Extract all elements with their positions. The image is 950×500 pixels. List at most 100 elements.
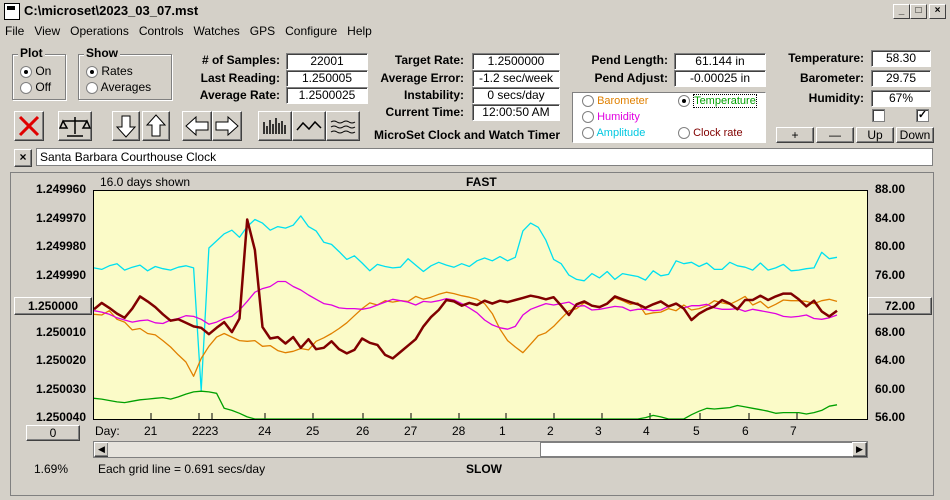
y-tick-label: 1.249990 <box>35 267 86 282</box>
scroll-right-arrow-icon[interactable]: ▶ <box>852 442 867 457</box>
zoom-out-button[interactable]: — <box>816 127 854 143</box>
current-time-label: Current Time: <box>385 105 464 119</box>
humidity-field[interactable]: 67% <box>871 90 931 107</box>
menu-controls[interactable]: Controls <box>138 24 184 38</box>
show-group <box>78 54 172 100</box>
aux-clock-rate-label: Clock rate <box>693 127 743 139</box>
aux-tick-label: 68.00 <box>875 324 906 339</box>
show-rates-option[interactable]: Rates <box>86 64 133 78</box>
plot-on-option[interactable]: On <box>20 64 51 78</box>
x-tick-label: 21 <box>144 424 158 438</box>
last-reading-field: 1.250005 <box>286 70 368 87</box>
bars-view-button[interactable] <box>258 111 292 141</box>
y-tick-label: 1.250030 <box>35 381 86 396</box>
aux-center-button[interactable]: 72.00 <box>868 297 932 315</box>
show-rates-label: Rates <box>101 64 133 78</box>
move-down-button[interactable] <box>112 111 140 141</box>
x-tick-label: 3 <box>595 424 602 438</box>
plot-off-radio[interactable] <box>20 81 32 94</box>
x-tick-label: 5 <box>693 424 700 438</box>
y-tick-label: 1.249960 <box>35 182 86 196</box>
aux-humidity-radio[interactable] <box>582 111 594 124</box>
series-line-0 <box>94 215 838 392</box>
move-right-button[interactable] <box>212 111 242 141</box>
move-up-button[interactable] <box>142 111 170 141</box>
menu-operations[interactable]: Operations <box>70 24 129 38</box>
series-line-3 <box>94 218 838 360</box>
aux-barometer-radio[interactable] <box>582 95 594 108</box>
aux-humidity-option[interactable]: Humidity <box>582 111 640 124</box>
aux-temperature-label: Temperature <box>693 94 757 108</box>
samples-label: # of Samples: <box>201 53 280 67</box>
menu-configure[interactable]: Configure <box>285 24 338 38</box>
app-icon[interactable] <box>4 3 20 20</box>
x-tick-label: 6 <box>742 424 749 438</box>
aux-barometer-option[interactable]: Barometer <box>582 95 648 108</box>
menu-watches[interactable]: Watches <box>193 24 240 38</box>
humidity-label: Humidity: <box>808 91 864 105</box>
menu-gps[interactable]: GPS <box>249 24 276 38</box>
checkbox-1[interactable] <box>872 109 885 122</box>
lines-view-button[interactable] <box>326 111 360 141</box>
move-left-button[interactable] <box>182 111 212 141</box>
title-bar: C:\microset\2023_03_07.mst _ □ × <box>0 0 950 22</box>
arrow-up-icon <box>145 114 167 137</box>
plot-group-title: Plot <box>18 46 45 60</box>
aux-temperature-option[interactable]: Temperature <box>678 94 757 108</box>
aux-amplitude-option[interactable]: Amplitude <box>582 127 646 140</box>
scroll-thumb[interactable] <box>540 442 853 457</box>
x-tick-label: 4 <box>643 424 650 438</box>
checkbox-2[interactable]: ✓ <box>916 109 929 122</box>
center-value-button[interactable]: 1.250000 <box>14 297 92 315</box>
clock-name-field[interactable]: Santa Barbara Courthouse Clock <box>36 148 933 166</box>
barometer-field[interactable]: 29.75 <box>871 70 931 87</box>
balance-button[interactable] <box>58 111 92 141</box>
maximize-button[interactable]: □ <box>910 4 927 19</box>
zoom-in-button[interactable]: + <box>776 127 814 143</box>
menu-bar: File View Operations Controls Watches GPS Conf… <box>0 22 950 42</box>
clear-icon <box>18 115 40 137</box>
window-title: C:\microset\2023_03_07.mst <box>24 3 199 18</box>
close-clock-button[interactable]: × <box>14 149 32 167</box>
wave-view-button[interactable] <box>292 111 326 141</box>
arrow-right-icon <box>215 115 239 137</box>
scroll-track[interactable] <box>108 442 540 457</box>
show-averages-label: Averages <box>100 80 152 94</box>
scroll-up-button[interactable]: Up <box>856 127 894 143</box>
x-tick-label: 1 <box>499 424 506 438</box>
offset-button[interactable]: 0 <box>26 425 80 441</box>
day-prefix-label: Day: <box>95 424 120 438</box>
aux-clock-rate-radio[interactable] <box>678 127 690 140</box>
pend-adjust-field[interactable]: -0.00025 in <box>674 70 766 87</box>
aux-tick-label: 84.00 <box>875 210 906 225</box>
arrow-left-icon <box>185 115 209 137</box>
scroll-left-arrow-icon[interactable]: ◀ <box>94 442 109 457</box>
pend-length-field[interactable]: 61.144 in <box>674 53 766 70</box>
show-group-title: Show <box>84 46 120 60</box>
menu-view[interactable]: View <box>34 24 61 38</box>
temperature-field[interactable]: 58.30 <box>871 50 931 67</box>
percent-label: 1.69% <box>34 462 69 476</box>
series-line-1 <box>94 291 838 377</box>
plot-on-radio[interactable] <box>20 65 32 78</box>
show-averages-option[interactable]: Averages <box>86 80 151 94</box>
aux-amplitude-radio[interactable] <box>582 127 594 140</box>
plot-off-option[interactable]: Off <box>20 80 51 94</box>
menu-file[interactable]: File <box>5 24 25 38</box>
show-rates-radio[interactable] <box>86 65 98 78</box>
aux-tick-label: 88.00 <box>875 182 906 196</box>
show-averages-radio[interactable] <box>86 81 98 94</box>
clear-button[interactable] <box>14 111 44 141</box>
menu-help[interactable]: Help <box>347 24 372 38</box>
scroll-down-button[interactable]: Down <box>896 127 934 143</box>
horizontal-scrollbar[interactable]: ◀ ▶ <box>93 441 868 458</box>
fast-label: FAST <box>466 175 497 189</box>
minimize-button[interactable]: _ <box>893 4 910 19</box>
x-tick-label: 7 <box>790 424 797 438</box>
bars-icon <box>263 118 286 134</box>
aux-amplitude-label: Amplitude <box>596 127 646 139</box>
close-button[interactable]: × <box>929 4 946 19</box>
aux-temperature-radio[interactable] <box>678 95 690 108</box>
aux-clock-rate-option[interactable]: Clock rate <box>678 127 743 140</box>
target-rate-field[interactable]: 1.2500000 <box>472 53 560 70</box>
